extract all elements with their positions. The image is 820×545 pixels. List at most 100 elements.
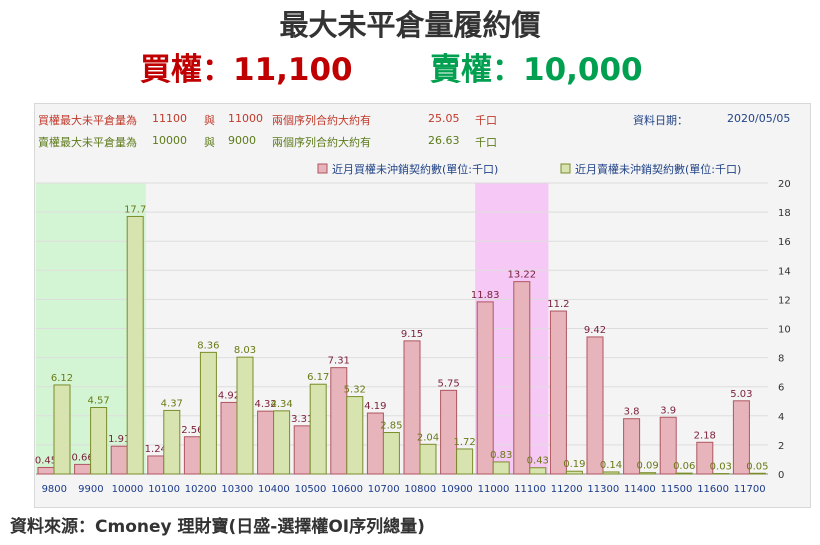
data-label-put-11500: 0.06 <box>673 461 695 472</box>
bar-put-10900 <box>456 448 474 475</box>
x-tick-label-11000: 11000 <box>478 484 510 495</box>
data-date-value: 2020/05/05 <box>727 112 791 125</box>
x-tick-label-11500: 11500 <box>661 484 693 495</box>
put-info-label: 賣權最大未平倉量為 <box>38 136 137 149</box>
bar-put-9900 <box>90 407 108 475</box>
bar-call-11400 <box>623 418 641 475</box>
data-label-call-11700: 5.03 <box>730 389 752 400</box>
data-label-put-10500: 6.17 <box>307 372 329 383</box>
y-tick-label-8: 16 <box>778 237 791 248</box>
y-tick-label-7: 14 <box>778 266 791 277</box>
data-label-put-11200: 0.19 <box>563 459 585 470</box>
data-label-call-10200: 2.56 <box>181 425 203 436</box>
legend-swatch-put <box>560 163 571 174</box>
data-label-call-10000: 1.91 <box>108 434 130 445</box>
bar-put-11300 <box>602 471 620 475</box>
put-info-unit: 千口 <box>475 136 497 149</box>
y-tick-label-1: 2 <box>778 441 784 452</box>
call-info-value: 25.05 <box>428 112 460 125</box>
bar-call-10600 <box>330 367 348 475</box>
y-tick-label-10: 20 <box>778 179 791 190</box>
y-tick-label-4: 8 <box>778 354 784 365</box>
bar-put-10700 <box>382 432 400 475</box>
bar-put-11700 <box>748 472 766 475</box>
data-label-put-11100: 0.43 <box>527 456 549 467</box>
x-tick-label-10200: 10200 <box>185 484 217 495</box>
x-tick-label-10500: 10500 <box>295 484 327 495</box>
x-tick-label-9800: 9800 <box>42 484 67 495</box>
bar-put-11000 <box>492 461 510 475</box>
data-label-call-10400: 4.32 <box>254 399 276 410</box>
bar-call-9800 <box>37 466 55 475</box>
x-tick-label-11100: 11100 <box>514 484 546 495</box>
bar-put-11100 <box>529 467 547 475</box>
data-label-put-11400: 0.09 <box>636 461 658 472</box>
data-label-call-10300: 4.92 <box>218 390 240 401</box>
bar-put-11400 <box>639 472 657 475</box>
bar-put-11500 <box>675 472 693 475</box>
data-label-call-11000: 11.83 <box>471 290 500 301</box>
y-tick-label-0: 0 <box>778 470 784 481</box>
bar-call-10500 <box>293 425 311 475</box>
data-label-call-9800: 0.45 <box>35 455 57 466</box>
put-info-conj: 與 <box>204 136 215 149</box>
data-date-label: 資料日期： <box>633 114 688 127</box>
call-info-unit: 千口 <box>475 114 497 127</box>
data-label-call-10500: 3.31 <box>291 414 313 425</box>
x-tick-label-11700: 11700 <box>734 484 766 495</box>
x-tick-label-11200: 11200 <box>551 484 583 495</box>
x-tick-label-11400: 11400 <box>624 484 656 495</box>
put-info-strike1: 10000 <box>152 134 187 147</box>
call-info-desc: 兩個序列合約大約有 <box>272 114 371 127</box>
x-tick-label-10600: 10600 <box>331 484 363 495</box>
data-label-put-10800: 2.04 <box>417 432 439 443</box>
y-tick-label-2: 4 <box>778 412 784 423</box>
legend-label-put: 近月賣權未沖銷契約數(單位:千口) <box>575 162 741 176</box>
put-max-strike: 賣權：10,000 <box>430 52 643 88</box>
y-tick-label-5: 10 <box>778 325 791 336</box>
data-label-call-11400: 3.8 <box>624 407 640 418</box>
x-tick-label-10400: 10400 <box>258 484 290 495</box>
bar-call-10200 <box>183 436 201 475</box>
data-source: 資料來源：Cmoney 理財寶(日盛-選擇權OI序列總量) <box>10 517 425 537</box>
x-tick-label-10300: 10300 <box>221 484 253 495</box>
bar-call-11000 <box>476 301 494 475</box>
x-tick-label-10900: 10900 <box>441 484 473 495</box>
bar-put-11200 <box>565 470 583 475</box>
call-max-strike: 買權：11,100 <box>140 52 353 88</box>
bar-call-11500 <box>659 416 677 475</box>
put-info-strike2: 9000 <box>228 134 256 147</box>
put-info-desc: 兩個序列合約大約有 <box>272 136 371 149</box>
bar-put-10100 <box>163 409 181 475</box>
bar-call-10800 <box>403 340 421 475</box>
x-tick-label-11300: 11300 <box>587 484 619 495</box>
data-label-put-10900: 1.72 <box>453 437 475 448</box>
data-label-call-10900: 5.75 <box>437 378 459 389</box>
legend-label-call: 近月買權未沖銷契約數(單位:千口) <box>332 162 498 176</box>
bar-call-10400 <box>257 410 275 475</box>
data-label-call-11300: 9.42 <box>584 325 606 336</box>
data-label-put-10400: 4.34 <box>270 399 292 410</box>
call-info-conj: 與 <box>204 114 215 127</box>
bar-call-11700 <box>732 400 750 475</box>
data-label-put-10000: 17.7 <box>124 204 146 215</box>
data-label-put-10100: 4.37 <box>161 398 183 409</box>
bar-call-10900 <box>440 389 458 475</box>
data-label-put-10200: 8.36 <box>197 340 219 351</box>
bar-put-10400 <box>273 410 291 475</box>
bar-put-10200 <box>199 351 217 475</box>
legend-swatch-call <box>317 163 328 174</box>
bar-call-11600 <box>696 441 714 475</box>
data-label-put-11700: 0.05 <box>746 461 768 472</box>
data-label-call-9900: 0.66 <box>71 452 93 463</box>
data-label-put-11000: 0.83 <box>490 450 512 461</box>
x-tick-label-10700: 10700 <box>368 484 400 495</box>
data-label-call-10700: 4.19 <box>364 401 386 412</box>
data-label-put-11300: 0.14 <box>600 460 622 471</box>
x-tick-label-10000: 10000 <box>112 484 144 495</box>
data-label-call-11500: 3.9 <box>660 405 676 416</box>
x-tick-label-10800: 10800 <box>404 484 436 495</box>
bar-call-11300 <box>586 336 604 475</box>
data-label-put-9900: 4.57 <box>87 396 109 407</box>
